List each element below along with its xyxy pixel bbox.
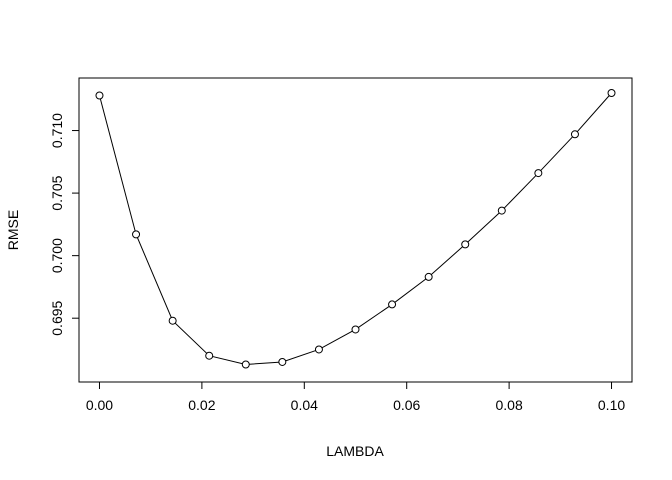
y-tick-label: 0.710 xyxy=(49,113,65,148)
data-point xyxy=(168,316,177,325)
data-point xyxy=(497,206,506,215)
x-tick-label: 0.08 xyxy=(495,397,522,413)
x-tick-label: 0.06 xyxy=(393,397,420,413)
data-point xyxy=(607,89,616,98)
data-point xyxy=(132,230,141,239)
data-point xyxy=(351,325,360,334)
y-axis: 0.695 0.700 0.705 0.710 xyxy=(49,113,80,336)
data-point xyxy=(534,169,543,178)
plot-frame xyxy=(78,77,633,383)
data-point xyxy=(314,345,323,354)
x-tick-label: 0.02 xyxy=(188,397,215,413)
x-axis: 0.00 0.02 0.04 0.06 0.08 0.10 xyxy=(86,381,625,413)
y-tick-label: 0.695 xyxy=(49,300,65,335)
data-point xyxy=(205,351,214,360)
x-tick-label: 0.00 xyxy=(86,397,113,413)
data-point xyxy=(570,130,579,139)
y-axis-label: RMSE xyxy=(5,210,21,250)
data-point xyxy=(95,91,104,100)
series-line xyxy=(98,92,612,365)
x-axis-label: LAMBDA xyxy=(326,443,384,459)
data-point xyxy=(278,357,287,366)
series-group xyxy=(95,89,616,369)
x-tick-label: 0.10 xyxy=(598,397,625,413)
data-point xyxy=(461,240,470,249)
data-point xyxy=(424,272,433,281)
y-tick-label: 0.700 xyxy=(49,238,65,273)
data-point xyxy=(388,300,397,309)
x-tick-label: 0.04 xyxy=(291,397,318,413)
y-tick-label: 0.705 xyxy=(49,175,65,210)
data-point xyxy=(241,360,250,369)
